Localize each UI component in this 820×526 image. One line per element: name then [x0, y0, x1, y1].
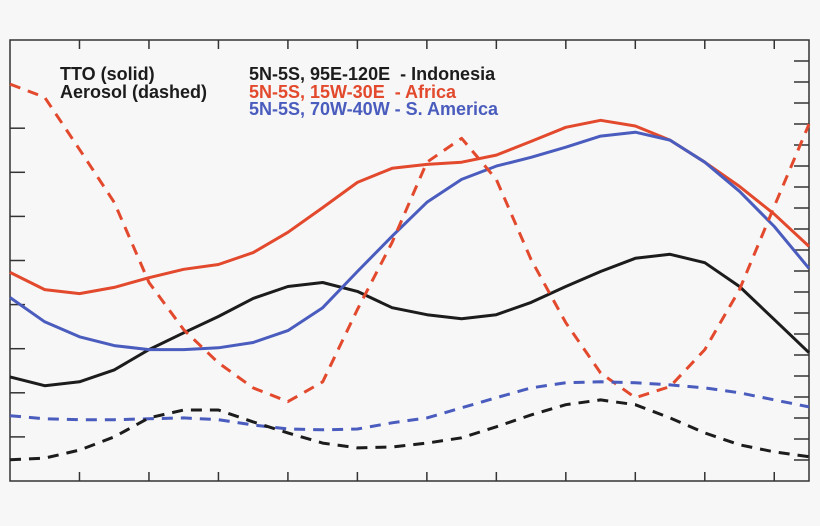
series-tto-s-america — [9, 130, 811, 352]
series-tto-indonesia — [9, 252, 811, 388]
legend-region-s-america: 5N-5S, 70W-40W - S. America — [249, 99, 499, 119]
legend-style-solid: TTO (solid) — [60, 64, 155, 84]
legend-region-indonesia: 5N-5S, 95E-120E - Indonesia — [249, 64, 496, 84]
legend: TTO (solid) Aerosol (dashed) 5N-5S, 95E-… — [60, 64, 499, 119]
series-aerosol-africa — [9, 82, 811, 404]
series-lines — [9, 82, 811, 462]
series-aerosol-indonesia — [9, 398, 810, 462]
series-tto-africa — [9, 118, 811, 296]
legend-region-africa: 5N-5S, 15W-30E - Africa — [249, 82, 457, 102]
legend-style-dashed: Aerosol (dashed) — [60, 82, 207, 102]
series-aerosol-s-america — [9, 380, 810, 432]
